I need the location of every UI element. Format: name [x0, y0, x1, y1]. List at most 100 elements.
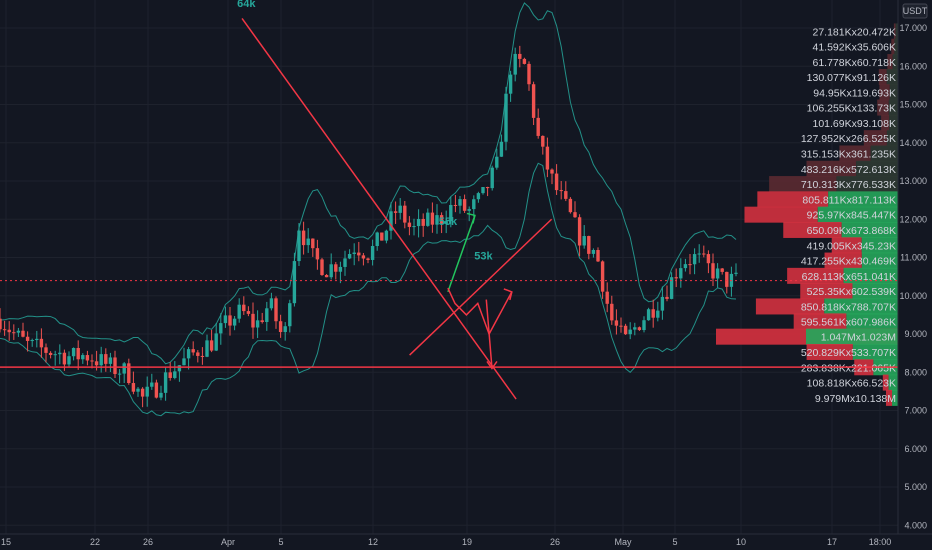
- volume-profile-label: 520.829Kx533.707K: [801, 347, 896, 359]
- price-tick-label: 4.000: [904, 520, 927, 530]
- volume-sell-bar: [769, 176, 837, 193]
- volume-buy-bar: [886, 68, 898, 85]
- candle-body: [94, 361, 99, 366]
- volume-buy-bar: [888, 374, 898, 391]
- candle-body: [508, 74, 513, 94]
- candle-body: [283, 326, 287, 333]
- time-axis[interactable]: 15 22 26 Apr 5 12 19 26 May 5 10 17 18:00: [0, 533, 932, 550]
- volume-buy-bar: [895, 23, 898, 40]
- candle-body: [559, 190, 563, 192]
- candle-body: [30, 340, 34, 342]
- candle-body: [715, 268, 720, 279]
- candle-body: [522, 58, 527, 64]
- candle-body: [205, 340, 209, 357]
- candle-body: [366, 258, 370, 260]
- candle-body: [232, 318, 237, 326]
- price-tick-label: 10.000: [899, 291, 927, 301]
- price-axis[interactable]: 17.000 16.000 15.000 14.000 13.000 12.000 11.0…: [897, 0, 932, 550]
- candle-body: [269, 298, 274, 309]
- candle-body: [12, 332, 16, 334]
- candle-body: [214, 333, 218, 351]
- volume-buy-bar: [889, 84, 898, 101]
- candle-body: [145, 386, 149, 397]
- volume-profile-label: 106.255Kx133.73K: [807, 103, 896, 115]
- volume-profile-label: 628.113Kx651.041K: [802, 271, 896, 283]
- candle-body: [338, 266, 343, 272]
- candle-body: [384, 230, 389, 241]
- candle-body: [679, 268, 683, 279]
- volume-buy-bar: [856, 160, 898, 177]
- candle-body: [315, 248, 320, 260]
- currency-badge-box: [902, 3, 928, 19]
- candle-body: [53, 354, 57, 356]
- price-tick-label: 6.000: [904, 444, 927, 454]
- candle-body: [531, 84, 536, 118]
- currency-badge[interactable]: USDT: [902, 3, 928, 19]
- volume-profile-label: 1.047Mx1.023M: [821, 332, 896, 344]
- price-tick-label: 11.000: [900, 253, 927, 263]
- candle-body: [154, 382, 159, 398]
- candle-body: [163, 372, 168, 393]
- candle-body: [596, 250, 600, 262]
- candle-body: [485, 187, 490, 189]
- volume-buy-bar: [846, 313, 898, 330]
- candle-body: [159, 392, 163, 398]
- candle-body: [131, 383, 136, 392]
- candle-body: [577, 217, 582, 246]
- candle-body: [140, 388, 145, 397]
- volume-profile-label: 595.561Kx607.986K: [801, 316, 896, 328]
- candle-body: [472, 199, 476, 210]
- volume-profile-label: 710.313Kx776.533K: [801, 179, 896, 191]
- candle-body: [81, 355, 85, 360]
- candle-body: [541, 135, 545, 147]
- candles: [0, 45, 738, 408]
- volume-profile-label: 417.255Kx430.469K: [801, 256, 896, 268]
- candle-body: [651, 309, 655, 318]
- volume-profile: 27.181Kx20.472K 41.592Kx35.606K 61.778Kx60…: [716, 23, 898, 406]
- price-tick-label: 14.000: [899, 138, 927, 148]
- candle-body: [637, 327, 642, 331]
- bearish-down-arrow: [485, 299, 493, 369]
- candle-body: [550, 169, 554, 174]
- volume-sell-bar: [877, 99, 889, 116]
- candle-body: [646, 309, 651, 321]
- candle-body: [389, 211, 393, 231]
- price-axis-background: [898, 0, 932, 550]
- candle-body: [361, 255, 366, 259]
- candle-body: [209, 340, 214, 351]
- volume-sell-bar: [831, 237, 862, 254]
- candle-body: [573, 212, 577, 218]
- candle-body: [619, 325, 623, 327]
- time-tick-label: 18:00: [869, 537, 892, 547]
- candle-body: [669, 277, 674, 299]
- candle-body: [665, 296, 669, 299]
- volume-sell-bar: [800, 283, 853, 300]
- candle-body: [633, 327, 637, 330]
- candle-body: [237, 304, 241, 319]
- volume-profile-label: 850.818Kx788.707K: [801, 301, 896, 313]
- candle-body: [58, 352, 62, 355]
- volume-profile-label: 27.181Kx20.472K: [813, 26, 897, 38]
- candle-body: [518, 53, 522, 59]
- candle-body: [16, 330, 21, 333]
- candle-body: [357, 252, 361, 256]
- candle-body: [623, 325, 628, 335]
- candle-body: [628, 329, 632, 335]
- volume-sell-bar: [893, 23, 896, 40]
- candle-body: [113, 357, 117, 375]
- bullish-arrow-head: [466, 212, 476, 224]
- candle-body: [421, 218, 425, 226]
- candle-body: [255, 320, 260, 328]
- candle-body: [375, 232, 379, 247]
- candle-body: [734, 272, 738, 274]
- time-tick-label: 12: [368, 537, 378, 547]
- candle-body: [343, 258, 347, 267]
- band-lower: [0, 162, 737, 417]
- candle-body: [320, 259, 324, 275]
- candle-body: [99, 354, 103, 366]
- candle-body: [725, 271, 729, 287]
- volume-sell-bar: [787, 267, 844, 284]
- volume-profile-label: 650.09Kx673.868K: [807, 225, 896, 237]
- candle-body: [582, 236, 586, 246]
